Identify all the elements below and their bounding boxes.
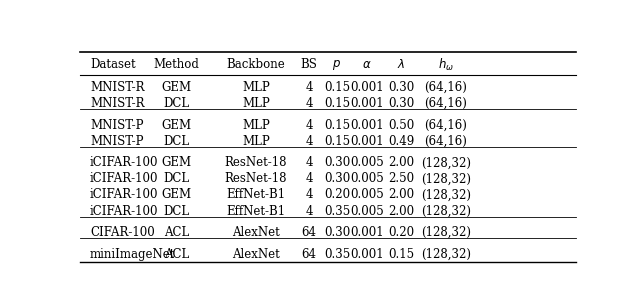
Text: (64,16): (64,16)	[424, 81, 467, 94]
Text: DCL: DCL	[164, 205, 190, 218]
Text: iCIFAR-100: iCIFAR-100	[90, 205, 159, 218]
Text: 0.35: 0.35	[324, 248, 350, 261]
Text: MLP: MLP	[242, 97, 270, 110]
Text: 0.001: 0.001	[350, 248, 383, 261]
Text: 0.49: 0.49	[388, 135, 415, 148]
Text: MLP: MLP	[242, 135, 270, 148]
Text: 4: 4	[305, 156, 313, 170]
Text: (128,32): (128,32)	[421, 248, 471, 261]
Text: 4: 4	[305, 172, 313, 185]
Text: 0.50: 0.50	[388, 119, 415, 132]
Text: DCL: DCL	[164, 97, 190, 110]
Text: 2.00: 2.00	[388, 205, 415, 218]
Text: (128,32): (128,32)	[421, 226, 471, 239]
Text: 4: 4	[305, 97, 313, 110]
Text: 0.001: 0.001	[350, 226, 383, 239]
Text: 64: 64	[301, 226, 317, 239]
Text: (128,32): (128,32)	[421, 156, 471, 170]
Text: 0.005: 0.005	[350, 188, 383, 202]
Text: 0.15: 0.15	[324, 135, 350, 148]
Text: iCIFAR-100: iCIFAR-100	[90, 188, 159, 202]
Text: 64: 64	[301, 248, 317, 261]
Text: (64,16): (64,16)	[424, 135, 467, 148]
Text: (128,32): (128,32)	[421, 205, 471, 218]
Text: ACL: ACL	[164, 226, 189, 239]
Text: GEM: GEM	[162, 188, 192, 202]
Text: (128,32): (128,32)	[421, 172, 471, 185]
Text: 0.005: 0.005	[350, 156, 383, 170]
Text: 4: 4	[305, 188, 313, 202]
Text: 0.30: 0.30	[324, 226, 350, 239]
Text: 0.30: 0.30	[388, 97, 415, 110]
Text: (64,16): (64,16)	[424, 119, 467, 132]
Text: Method: Method	[154, 58, 200, 71]
Text: CIFAR-100: CIFAR-100	[90, 226, 155, 239]
Text: DCL: DCL	[164, 172, 190, 185]
Text: (64,16): (64,16)	[424, 97, 467, 110]
Text: MNIST-P: MNIST-P	[90, 135, 143, 148]
Text: 2.00: 2.00	[388, 156, 415, 170]
Text: $p$: $p$	[332, 58, 341, 71]
Text: $h_{\omega}$: $h_{\omega}$	[438, 56, 454, 73]
Text: 0.15: 0.15	[324, 81, 350, 94]
Text: 0.005: 0.005	[350, 172, 383, 185]
Text: ResNet-18: ResNet-18	[225, 156, 287, 170]
Text: GEM: GEM	[162, 119, 192, 132]
Text: EffNet-B1: EffNet-B1	[227, 205, 285, 218]
Text: BS: BS	[301, 58, 317, 71]
Text: 2.50: 2.50	[388, 172, 415, 185]
Text: miniImageNet: miniImageNet	[90, 248, 175, 261]
Text: ResNet-18: ResNet-18	[225, 172, 287, 185]
Text: 0.30: 0.30	[324, 156, 350, 170]
Text: iCIFAR-100: iCIFAR-100	[90, 156, 159, 170]
Text: iCIFAR-100: iCIFAR-100	[90, 172, 159, 185]
Text: 4: 4	[305, 135, 313, 148]
Text: 0.15: 0.15	[388, 248, 415, 261]
Text: AlexNet: AlexNet	[232, 226, 280, 239]
Text: MNIST-R: MNIST-R	[90, 97, 145, 110]
Text: (128,32): (128,32)	[421, 188, 471, 202]
Text: MNIST-P: MNIST-P	[90, 119, 143, 132]
Text: GEM: GEM	[162, 81, 192, 94]
Text: 4: 4	[305, 119, 313, 132]
Text: DCL: DCL	[164, 135, 190, 148]
Text: Backbone: Backbone	[227, 58, 285, 71]
Text: 0.15: 0.15	[324, 97, 350, 110]
Text: 0.30: 0.30	[388, 81, 415, 94]
Text: 0.20: 0.20	[388, 226, 415, 239]
Text: GEM: GEM	[162, 156, 192, 170]
Text: MLP: MLP	[242, 119, 270, 132]
Text: 0.001: 0.001	[350, 119, 383, 132]
Text: $\lambda$: $\lambda$	[397, 58, 406, 71]
Text: 0.15: 0.15	[324, 119, 350, 132]
Text: 2.00: 2.00	[388, 188, 415, 202]
Text: MNIST-R: MNIST-R	[90, 81, 145, 94]
Text: AlexNet: AlexNet	[232, 248, 280, 261]
Text: 0.005: 0.005	[350, 205, 383, 218]
Text: MLP: MLP	[242, 81, 270, 94]
Text: 0.001: 0.001	[350, 97, 383, 110]
Text: 0.30: 0.30	[324, 172, 350, 185]
Text: Dataset: Dataset	[90, 58, 136, 71]
Text: 0.35: 0.35	[324, 205, 350, 218]
Text: 0.001: 0.001	[350, 81, 383, 94]
Text: ACL: ACL	[164, 248, 189, 261]
Text: EffNet-B1: EffNet-B1	[227, 188, 285, 202]
Text: 0.001: 0.001	[350, 135, 383, 148]
Text: 4: 4	[305, 205, 313, 218]
Text: 4: 4	[305, 81, 313, 94]
Text: $\alpha$: $\alpha$	[362, 58, 371, 71]
Text: 0.20: 0.20	[324, 188, 350, 202]
